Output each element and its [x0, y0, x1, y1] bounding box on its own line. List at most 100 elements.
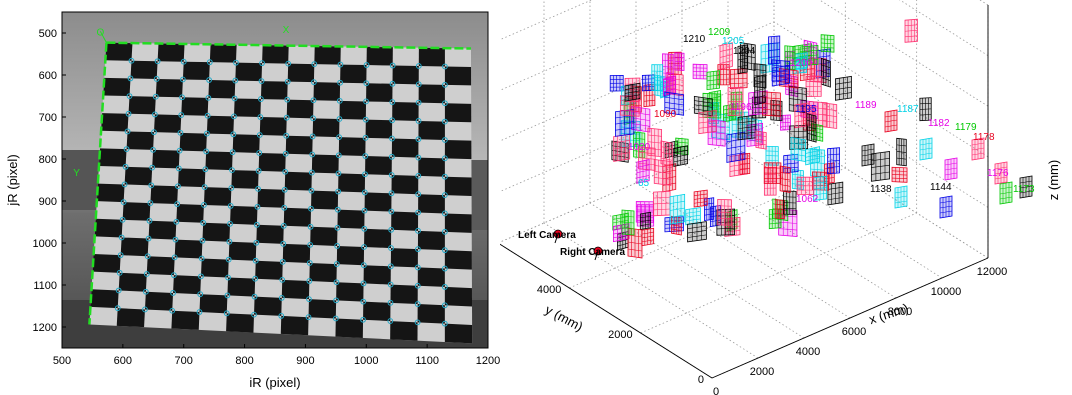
corner-point: [122, 163, 129, 170]
calibration-board: [617, 230, 629, 251]
board-grid-line: [772, 73, 790, 78]
dark-square: [255, 260, 283, 280]
x-tick-label: 700: [175, 355, 193, 367]
corner-point: [415, 227, 421, 234]
corner-point: [114, 305, 121, 312]
calibration-board: [717, 64, 730, 86]
board-label: 1176: [987, 168, 1009, 179]
board-grid-line: [824, 177, 835, 180]
board-grid-line: [704, 213, 714, 216]
calibration-board: [698, 109, 717, 135]
right-3d-figure: Left Camera Right Camera 1209 1210 1205 1204…: [500, 0, 1072, 395]
board-grid-line: [772, 78, 790, 82]
corner-point: [115, 287, 122, 294]
dark-square: [311, 190, 339, 210]
board-grid-line: [615, 121, 634, 125]
board-grid-line: [754, 88, 766, 92]
board-label: 1179: [955, 122, 977, 133]
board-grid-line: [769, 222, 782, 225]
board-grid-line: [755, 142, 767, 146]
board-grid-line: [778, 228, 797, 231]
dark-square: [181, 97, 209, 116]
board-grid-line: [662, 182, 676, 186]
y-axis-label: y (mm): [543, 302, 586, 334]
dark-square: [96, 183, 125, 203]
dark-square: [313, 82, 341, 101]
dark-square: [116, 308, 145, 328]
y-tick-label: 500: [39, 28, 57, 40]
corner-point: [229, 167, 235, 173]
board-grid-line: [822, 114, 837, 117]
board-grid-line: [631, 117, 650, 121]
dark-square: [233, 98, 261, 118]
left-calibration-plot: O X Y 500 600 700 800 900 1000 1100 1200 500 600 700…: [5, 11, 500, 390]
corner-point: [363, 62, 370, 68]
corner-point: [306, 278, 313, 284]
dark-square: [338, 137, 366, 157]
board-grid-line: [670, 214, 685, 218]
dark-square: [122, 202, 151, 221]
board-grid-line: [896, 151, 907, 153]
board-grid-line: [620, 109, 640, 112]
board-grid-line: [613, 152, 630, 156]
calibration-board: [808, 101, 828, 128]
dark-square: [256, 224, 284, 244]
calibration-board: [639, 211, 652, 231]
dark-square: [444, 323, 473, 344]
board-grid-line: [805, 153, 820, 158]
corner-point: [337, 79, 344, 86]
corner-point: [201, 202, 207, 208]
corner-point: [255, 168, 262, 174]
calibration-board: [805, 75, 822, 98]
x-tick-label: 4000: [796, 346, 820, 358]
board-grid-line: [647, 141, 662, 144]
board-grid-line: [861, 153, 875, 157]
corner-point: [308, 169, 315, 176]
corner-point: [198, 255, 205, 262]
dark-square: [340, 64, 367, 84]
corner-point: [171, 254, 178, 261]
board-grid-line: [653, 208, 671, 211]
corner-point: [360, 262, 367, 269]
board-grid-line: [724, 225, 741, 228]
board-grid-line: [835, 86, 852, 90]
dark-square: [417, 304, 445, 324]
calibration-board: [994, 161, 1008, 185]
corner-point: [310, 115, 316, 122]
calibration-board: [763, 162, 782, 184]
board-grid-line: [673, 158, 688, 163]
board-label: 1204: [733, 46, 756, 57]
corner-point: [227, 220, 233, 227]
x-tick-label: 2000: [750, 366, 774, 378]
corner-point: [231, 95, 238, 102]
x-tick-label: 1000: [354, 355, 378, 367]
corner-point: [360, 298, 367, 305]
board-grid-line: [904, 30, 918, 32]
board-grid-line: [894, 200, 908, 204]
calibration-board: [719, 42, 733, 70]
board-grid-line: [761, 63, 778, 67]
board-grid-line: [861, 158, 875, 162]
board-grid-line: [821, 42, 835, 45]
corner-point: [415, 209, 422, 216]
corner-point: [224, 292, 231, 299]
corner-point: [389, 99, 396, 105]
calibration-board: [779, 165, 791, 193]
corner-point: [415, 63, 422, 69]
dark-square: [314, 46, 341, 65]
board-grid-line: [821, 70, 831, 75]
corner-point: [225, 256, 232, 263]
camera-marker: Left Camera: [518, 229, 576, 244]
corner-points: [114, 57, 448, 327]
dark-square: [92, 254, 121, 273]
corner-point: [414, 319, 421, 326]
x-tick-label: 6000: [842, 326, 866, 338]
calibration-board: [627, 227, 643, 259]
corner-point: [225, 274, 231, 281]
dark-square: [231, 170, 259, 189]
corner-point: [441, 155, 448, 162]
calibration-board: [780, 114, 791, 131]
board-grid-line: [702, 105, 721, 107]
corner-point: [360, 280, 367, 287]
board-grid-line: [783, 166, 799, 169]
